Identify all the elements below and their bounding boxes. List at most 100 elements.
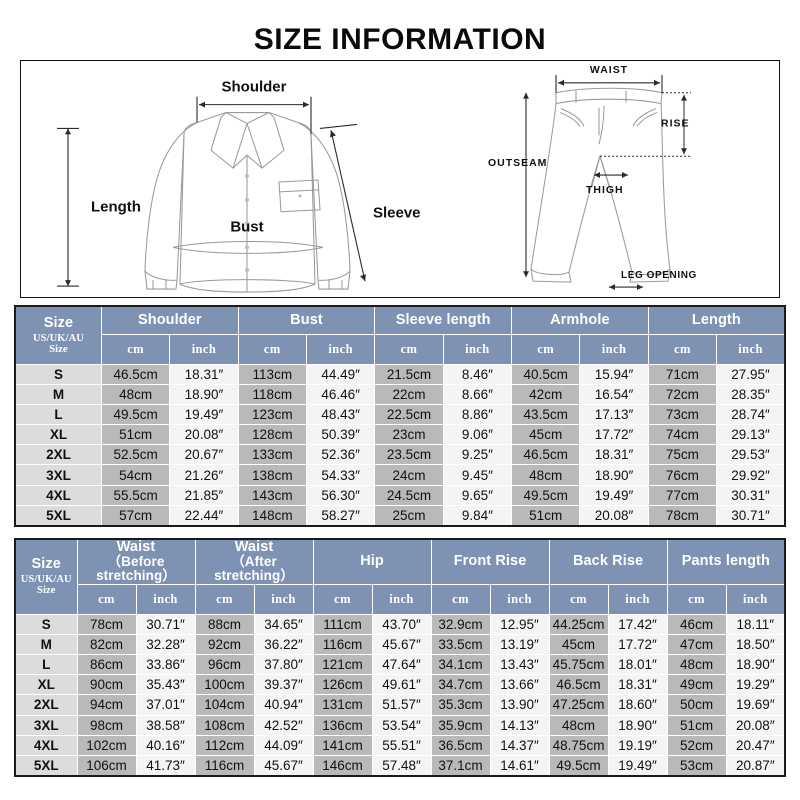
col-group-length: Length xyxy=(647,305,786,335)
unit-pantslen-cm: cm xyxy=(666,583,727,615)
col-group-back-rise: Back Rise xyxy=(548,538,668,585)
cell-cm: 112cm xyxy=(194,734,255,756)
cell-cm: 86cm xyxy=(76,653,137,676)
cell-inch: 35.43″ xyxy=(135,674,196,696)
table-top-unit-row: cm inch cm inch cm inch cm inch cm inch xyxy=(15,333,786,365)
cell-inch: 30.31″ xyxy=(716,484,786,506)
cell-cm: 148cm xyxy=(237,504,307,527)
cell-cm: 146cm xyxy=(312,754,373,777)
cell-cm: 45cm xyxy=(511,424,581,446)
cell-inch: 39.37″ xyxy=(253,674,314,696)
pants-label-waist: WAIST xyxy=(590,65,628,76)
col-group-pants-length: Pants length xyxy=(666,538,786,585)
cell-size: 4XL xyxy=(14,484,102,506)
page-title: SIZE INFORMATION xyxy=(253,23,547,56)
size-header-sub2: Size xyxy=(49,343,68,355)
cell-inch: 19.19″ xyxy=(607,734,668,756)
size-header-sub2-2: Size xyxy=(37,585,56,597)
cell-cm: 50cm xyxy=(666,694,727,716)
cell-inch: 14.37″ xyxy=(489,734,550,756)
cell-cm: 77cm xyxy=(647,484,718,506)
cell-cm: 24.5cm xyxy=(374,484,444,506)
table-top-head: Size US/UK/AU Size Shoulder Bust Sleeve … xyxy=(14,305,786,365)
cell-cm: 42cm xyxy=(511,383,581,405)
cell-cm: 54cm xyxy=(100,464,171,486)
cell-cm: 43.5cm xyxy=(511,403,581,426)
table-row: XL 51cm 20.08″ 128cm 50.39″ 23cm 9.06″ 45cm 17.7… xyxy=(14,424,786,446)
col-group-hip: Hip xyxy=(312,538,432,585)
cell-inch: 9.25″ xyxy=(442,444,513,466)
cell-cm: 22.5cm xyxy=(374,403,444,426)
unit-sleeve-inch: inch xyxy=(442,333,513,365)
cell-cm: 138cm xyxy=(237,464,307,486)
cell-inch: 19.69″ xyxy=(725,694,786,716)
cell-inch: 40.16″ xyxy=(135,734,196,756)
cell-inch: 19.49″ xyxy=(607,754,668,777)
cell-inch: 51.57″ xyxy=(371,694,432,716)
cell-inch: 21.85″ xyxy=(169,484,239,506)
cell-inch: 52.36″ xyxy=(305,444,376,466)
cell-cm: 37.1cm xyxy=(430,754,491,777)
col-group-sleeve-length: Sleeve length xyxy=(374,305,513,335)
table-row: 3XL 54cm 21.26″ 138cm 54.33″ 24cm 9.45″ 48cm 18.… xyxy=(14,464,786,486)
group-waist-after-line1: Waist xyxy=(234,539,274,555)
shirt-illustration: Shoulder Length Bust xyxy=(57,79,420,293)
cell-inch: 8.46″ xyxy=(442,363,513,385)
cell-inch: 34.65″ xyxy=(253,613,314,635)
cell-cm: 35.9cm xyxy=(430,714,491,736)
pants-label-thigh: THIGH xyxy=(586,185,624,196)
table-top-group-row: Size US/UK/AU Size Shoulder Bust Sleeve … xyxy=(14,305,786,365)
unit-armhole-cm: cm xyxy=(511,333,581,365)
cell-cm: 46.5cm xyxy=(511,444,581,466)
shirt-diagram: Shoulder Length Bust xyxy=(21,61,476,297)
cell-inch: 49.61″ xyxy=(371,674,432,696)
cell-inch: 18.31″ xyxy=(607,674,668,696)
cell-inch: 55.51″ xyxy=(371,734,432,756)
table-row: 4XL 55.5cm 21.85″ 143cm 56.30″ 24.5cm 9.65″ 49.… xyxy=(14,484,786,506)
cell-cm: 96cm xyxy=(194,653,255,676)
cell-inch: 18.50″ xyxy=(725,633,786,655)
cell-inch: 53.54″ xyxy=(371,714,432,736)
group-waist-before-line2: （Before stretching） xyxy=(96,554,176,584)
unit-waista-inch: inch xyxy=(253,583,314,615)
cell-size: M xyxy=(14,633,78,655)
cell-cm: 47.25cm xyxy=(548,694,609,716)
pants-size-table: Size US/UK/AU Size Waist （Before stretch… xyxy=(14,538,787,777)
group-waist-after-line2: （After stretching） xyxy=(214,554,294,584)
cell-size: XL xyxy=(14,424,102,446)
cell-cm: 121cm xyxy=(312,653,373,676)
cell-cm: 23.5cm xyxy=(374,444,444,466)
cell-cm: 116cm xyxy=(194,754,255,777)
cell-inch: 19.49″ xyxy=(579,484,649,506)
cell-inch: 50.39″ xyxy=(305,424,376,446)
shirt-size-table: Size US/UK/AU Size Shoulder Bust Sleeve … xyxy=(14,305,786,527)
table-row: M 48cm 18.90″ 118cm 46.46″ 22cm 8.66″ 42cm 16.54… xyxy=(14,383,786,405)
cell-inch: 48.43″ xyxy=(305,403,376,426)
cell-cm: 92cm xyxy=(194,633,255,655)
cell-cm: 98cm xyxy=(76,714,137,736)
cell-cm: 23cm xyxy=(374,424,444,446)
cell-cm: 75cm xyxy=(647,444,718,466)
unit-frontrise-inch: inch xyxy=(489,583,550,615)
cell-inch: 17.72″ xyxy=(579,424,649,446)
cell-inch: 20.08″ xyxy=(579,504,649,527)
cell-cm: 48cm xyxy=(100,383,171,405)
cell-cm: 22cm xyxy=(374,383,444,405)
cell-inch: 46.46″ xyxy=(305,383,376,405)
table-bottom-group-row: Size US/UK/AU Size Waist （Before stretch… xyxy=(14,538,786,615)
cell-cm: 51cm xyxy=(511,504,581,527)
cell-inch: 17.13″ xyxy=(579,403,649,426)
table-row: 2XL 52.5cm 20.67″ 133cm 52.36″ 23.5cm 9.25″ 46.… xyxy=(14,444,786,466)
cell-inch: 8.66″ xyxy=(442,383,513,405)
cell-cm: 113cm xyxy=(237,363,307,385)
cell-cm: 71cm xyxy=(647,363,718,385)
cell-cm: 33.5cm xyxy=(430,633,491,655)
cell-cm: 131cm xyxy=(312,694,373,716)
cell-cm: 49.5cm xyxy=(100,403,171,426)
cell-size: L xyxy=(14,403,102,426)
cell-cm: 49.5cm xyxy=(548,754,609,777)
col-header-size: Size US/UK/AU Size xyxy=(14,305,102,365)
cell-inch: 9.06″ xyxy=(442,424,513,446)
cell-inch: 43.70″ xyxy=(371,613,432,635)
unit-hip-inch: inch xyxy=(371,583,432,615)
